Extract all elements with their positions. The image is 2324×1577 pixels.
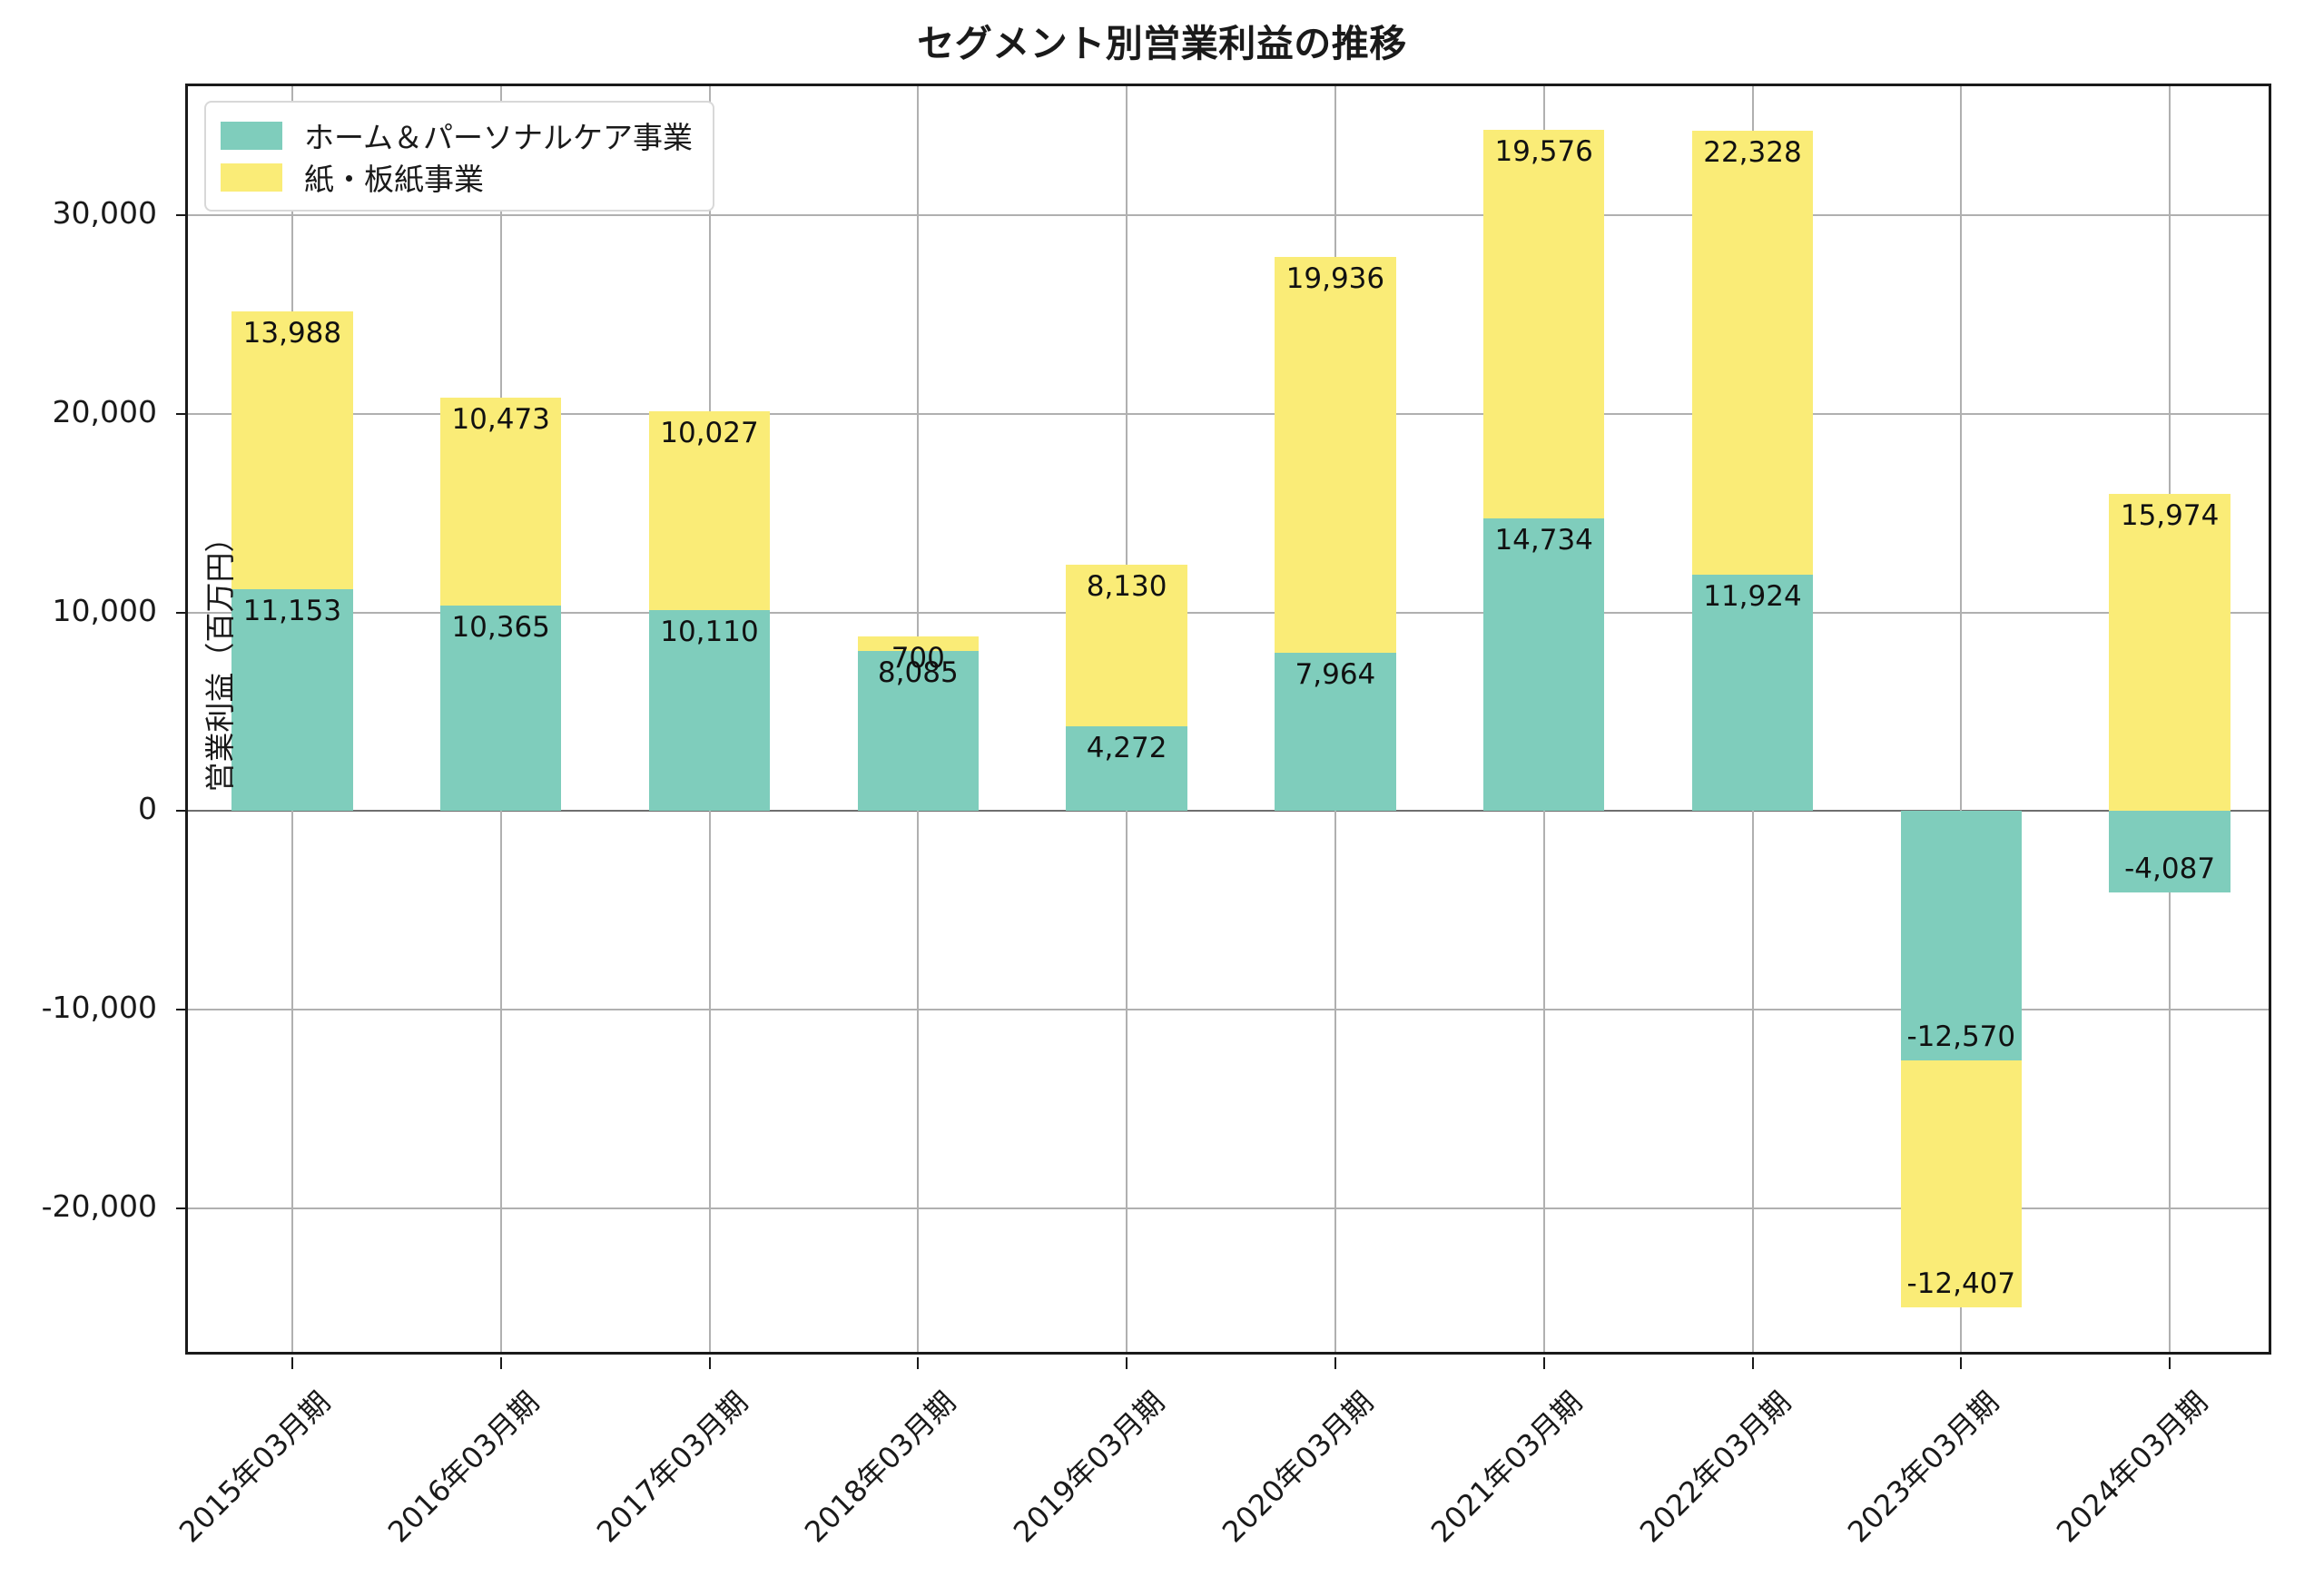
x-tick-mark — [1334, 1357, 1336, 1369]
bar-value-label-home-personal-care: 7,964 — [1295, 658, 1376, 692]
bar-value-label-paper-board: 22,328 — [1703, 136, 1802, 170]
y-tick-mark — [176, 1009, 188, 1011]
bar-segment-home-personal-care — [1066, 725, 1187, 812]
bar-value-label-paper-board: 10,027 — [660, 416, 759, 449]
bar-value-label-paper-board: 700 — [891, 642, 945, 675]
bar-segment-home-personal-care — [2109, 811, 2230, 892]
bar-segment-home-personal-care — [1691, 574, 1814, 812]
x-tick-label: 2019年03月期 — [1007, 1385, 1172, 1550]
y-tick-mark — [176, 611, 188, 614]
bar-value-label-home-personal-care: 10,365 — [451, 610, 550, 644]
legend-item-home-personal-care: ホーム＆パーソナルケア事業 — [221, 114, 693, 156]
legend-label-1: 紙・板紙事業 — [304, 162, 484, 197]
bar-value-label-paper-board: 13,988 — [242, 317, 342, 350]
legend-swatch-icon-0 — [221, 121, 282, 150]
bar-segment-home-personal-care — [857, 650, 979, 812]
bar-segment-paper-board — [1483, 129, 1605, 519]
x-gridline — [1960, 86, 1963, 1352]
x-tick-mark — [290, 1357, 293, 1369]
y-tick-mark — [176, 1207, 188, 1209]
bar-value-label-home-personal-care: 14,734 — [1494, 524, 1593, 557]
x-tick-mark — [499, 1357, 502, 1369]
x-tick-label: 2018年03月期 — [798, 1385, 963, 1550]
bar-value-label-paper-board: 19,576 — [1494, 134, 1593, 168]
y-tick-mark — [176, 412, 188, 415]
x-tick-label: 2015年03月期 — [172, 1385, 338, 1550]
x-tick-label: 2022年03月期 — [1632, 1385, 1797, 1550]
y-tick-label: 10,000 — [52, 592, 157, 628]
x-tick-label: 2016年03月期 — [380, 1385, 546, 1550]
bar-segment-home-personal-care — [1275, 653, 1396, 812]
plot-area: 13,988 11,153 10,473 10,365 10,027 10,110 700 8… — [42, 84, 2271, 1549]
y-tick-label: 20,000 — [52, 393, 157, 429]
x-tick-label: 2021年03月期 — [1423, 1385, 1589, 1550]
y-gridline — [188, 1207, 2269, 1209]
x-tick-mark — [1542, 1357, 1545, 1369]
bar-value-label-home-personal-care: 8,085 — [877, 655, 959, 689]
bar-value-label-home-personal-care: 10,110 — [660, 616, 759, 649]
bar-segment-paper-board — [1900, 1060, 2022, 1307]
bar-segment-paper-board — [857, 636, 979, 651]
y-tick-label: 0 — [138, 791, 157, 827]
bar-segment-paper-board — [1691, 131, 1814, 575]
y-axis-title: 営業利益（百万円） — [202, 522, 238, 793]
legend-item-paper-board: 紙・板紙事業 — [221, 156, 693, 198]
x-tick-mark — [708, 1357, 711, 1369]
bar-value-label-paper-board: 10,473 — [451, 402, 550, 436]
bar-segment-paper-board — [231, 311, 353, 590]
y-tick-label: -10,000 — [41, 990, 157, 1026]
y-tick-mark — [176, 214, 188, 217]
bar-segment-paper-board — [1275, 257, 1396, 654]
bar-value-label-paper-board: 8,130 — [1086, 570, 1167, 604]
x-tick-label: 2024年03月期 — [2050, 1385, 2215, 1550]
bar-segment-home-personal-care — [648, 610, 771, 812]
legend-label-0: ホーム＆パーソナルケア事業 — [304, 120, 694, 155]
bar-value-label-paper-board: 19,936 — [1285, 262, 1385, 296]
bar-segment-home-personal-care — [1483, 518, 1605, 812]
bar-segment-paper-board — [648, 410, 771, 611]
y-tick-label: -20,000 — [41, 1188, 157, 1224]
page-title: セグメント別営業利益の推移 — [917, 22, 1407, 65]
y-gridline — [188, 412, 2269, 415]
y-tick-mark — [176, 810, 188, 813]
legend-swatch-icon-1 — [221, 163, 282, 192]
bar-segment-home-personal-care — [1900, 811, 2022, 1061]
chart-legend: ホーム＆パーソナルケア事業 紙・板紙事業 — [204, 101, 715, 212]
bar-value-label-home-personal-care: -4,087 — [2124, 852, 2216, 885]
x-tick-mark — [1960, 1357, 1963, 1369]
bar-segment-home-personal-care — [231, 589, 353, 812]
bar-value-label-home-personal-care: 4,272 — [1086, 731, 1167, 764]
bar-segment-paper-board — [2109, 494, 2230, 812]
y-gridline — [188, 611, 2269, 614]
x-tick-mark — [917, 1357, 920, 1369]
y-gridline — [188, 214, 2269, 217]
x-tick-label: 2023年03月期 — [1841, 1385, 2006, 1550]
y-gridline — [188, 1009, 2269, 1011]
bar-value-label-home-personal-care: 11,924 — [1703, 579, 1802, 613]
x-tick-mark — [1751, 1357, 1754, 1369]
bar-value-label-paper-board: -12,407 — [1906, 1267, 2016, 1300]
x-tick-mark — [2169, 1357, 2171, 1369]
bar-segment-paper-board — [1066, 565, 1187, 726]
plot-inner: 13,988 11,153 10,473 10,365 10,027 10,110 700 8… — [188, 86, 2269, 1352]
x-tick-mark — [1126, 1357, 1128, 1369]
bar-segment-paper-board — [440, 397, 562, 606]
bar-value-label-paper-board: 15,974 — [2120, 499, 2220, 532]
x-tick-label: 2020年03月期 — [1215, 1385, 1381, 1550]
bar-value-label-home-personal-care: 11,153 — [242, 595, 342, 628]
y-tick-label: 30,000 — [52, 195, 157, 232]
bar-segment-home-personal-care — [440, 605, 562, 812]
y-gridline — [188, 810, 2269, 813]
bar-value-label-home-personal-care: -12,570 — [1906, 1020, 2016, 1054]
x-tick-label: 2017年03月期 — [589, 1385, 754, 1550]
